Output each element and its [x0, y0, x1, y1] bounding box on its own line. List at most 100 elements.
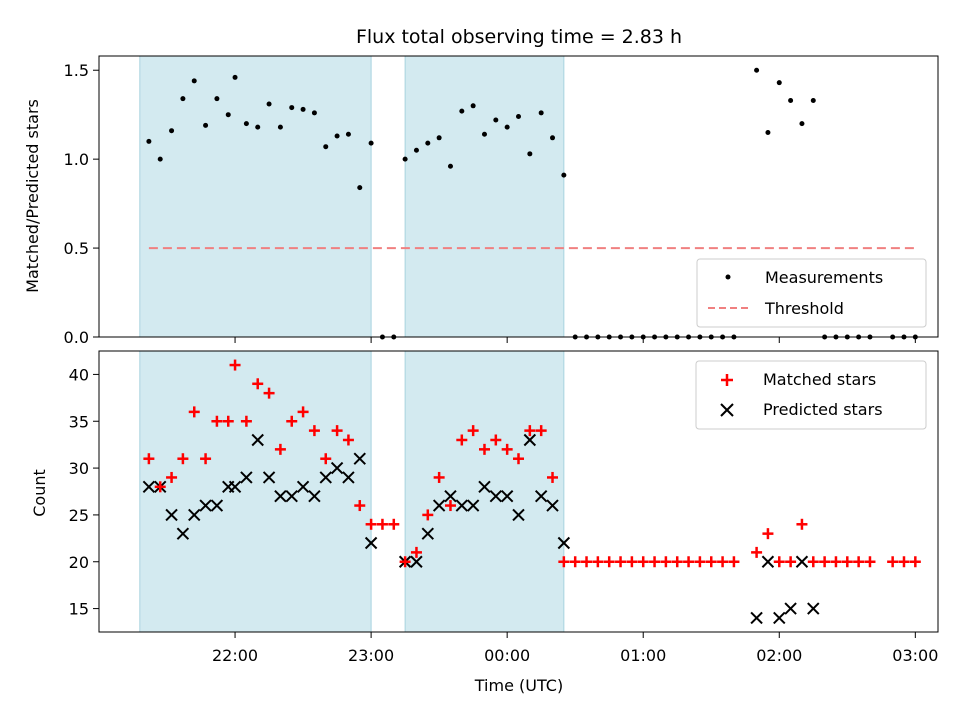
bottom-y-tick-label: 25 — [69, 506, 89, 525]
matched-stars-point — [200, 453, 212, 465]
top-shaded-regions — [139, 55, 565, 338]
matched-stars-point — [331, 425, 343, 437]
predicted-stars-point — [478, 480, 491, 494]
matched-stars-point — [728, 556, 740, 568]
measurement-point — [799, 121, 805, 127]
matched-stars-point — [898, 556, 910, 568]
top-axes-frame — [98, 55, 939, 338]
matched-stars-point — [603, 556, 615, 568]
predicted-stars-point — [410, 555, 423, 568]
bottom-legend: Matched stars Predicted stars — [695, 360, 927, 430]
matched-stars-point — [478, 443, 490, 455]
matched-stars-point — [143, 453, 155, 465]
matched-stars-point — [649, 556, 661, 568]
x-tick-label: 01:00 — [620, 646, 666, 665]
predicted-stars-point — [444, 489, 457, 503]
predicted-stars-point — [188, 508, 201, 522]
matched-stars-point — [819, 556, 831, 568]
matched-stars-point — [694, 556, 706, 568]
measurement-point — [243, 121, 249, 127]
top-panel: 0.0 0.5 1.0 1.5 Matched/Predicted stars Mea… — [23, 55, 939, 347]
predicted-stars-point — [199, 499, 212, 512]
measurement-point — [504, 124, 510, 130]
predicted-stars-point — [784, 602, 797, 615]
matched-stars-point — [456, 434, 468, 446]
measurement-point — [180, 96, 186, 102]
measurement-point — [436, 135, 442, 141]
predicted-stars-point — [296, 480, 310, 494]
measurement-point — [225, 112, 231, 118]
predicted-stars-point — [251, 433, 264, 447]
matched-stars-point — [535, 425, 547, 437]
predicted-stars-point — [466, 499, 480, 512]
measurement-point — [368, 140, 374, 146]
predicted-stars-point — [319, 471, 332, 484]
predicted-stars-point — [308, 489, 321, 503]
matched-stars-point — [388, 518, 400, 530]
measurement-point — [300, 106, 306, 112]
measurement-point — [232, 74, 238, 80]
predicted-stars-point — [546, 499, 559, 512]
legend-predicted-label: Predicted stars — [763, 400, 883, 419]
matched-stars-point — [342, 434, 354, 446]
top-y-tick-label: 1.5 — [64, 61, 89, 80]
measurement-point — [470, 103, 476, 109]
predicted-stars-point — [489, 489, 503, 503]
matched-stars-point — [558, 556, 570, 568]
matched-stars-point — [569, 556, 581, 568]
predicted-stars-point — [210, 499, 224, 512]
measurement-point — [402, 156, 408, 162]
matched-stars-point — [524, 425, 536, 437]
x-tick-label: 02:00 — [756, 646, 802, 665]
matched-stars-point — [229, 359, 241, 371]
measurement-point — [157, 156, 163, 162]
matched-stars-point — [297, 406, 309, 418]
bottom-panel: 15 20 25 30 35 40 22:00 23:00 00:00 01:00 02:00 03… — [30, 350, 939, 695]
predicted-stars-point — [512, 508, 525, 522]
matched-stars-point — [751, 546, 763, 558]
predicted-stars-point — [455, 499, 469, 512]
x-axis-label: Time (UTC) — [474, 676, 563, 695]
bottom-y-tick-label: 35 — [69, 412, 89, 431]
matched-stars-point — [705, 556, 717, 568]
matched-stars-point — [490, 434, 502, 446]
bottom-y-tick-label: 30 — [69, 459, 89, 478]
matched-stars-point — [399, 556, 411, 568]
measurement-point — [345, 131, 351, 137]
matched-stars-point — [365, 518, 377, 530]
top-y-tick-label: 0.0 — [64, 328, 89, 347]
matched-stars-point — [887, 556, 899, 568]
matched-stars-point — [683, 556, 695, 568]
matched-stars-point — [211, 415, 223, 427]
bottom-x-ticks: 22:00 23:00 00:00 01:00 02:00 03:00 — [212, 632, 938, 665]
measurement-point — [214, 96, 220, 102]
matched-stars-point — [626, 556, 638, 568]
matched-stars-point — [263, 387, 275, 399]
measurement-point — [810, 97, 816, 103]
matched-stars-point — [286, 415, 298, 427]
matched-stars-point — [807, 556, 819, 568]
observing-window-shade — [139, 350, 372, 633]
predicted-stars-point — [228, 480, 242, 494]
matched-stars-point — [240, 415, 252, 427]
bottom-legend-box — [695, 360, 927, 430]
legend-matched-marker — [721, 374, 733, 386]
predicted-stars-point — [557, 536, 571, 550]
bottom-y-tick-label: 40 — [69, 365, 89, 384]
matched-stars-point — [154, 481, 166, 493]
matched-stars-point — [188, 406, 200, 418]
predicted-stars-point — [795, 555, 809, 568]
measurement-point — [447, 163, 453, 169]
x-tick-label: 03:00 — [892, 646, 938, 665]
predicted-stars-point — [285, 489, 298, 503]
measurement-point — [266, 101, 272, 107]
observing-window-shade — [404, 55, 565, 338]
x-tick-label: 00:00 — [484, 646, 530, 665]
measurement-point — [550, 135, 556, 141]
predicted-stars-point — [165, 508, 178, 522]
matched-stars-point — [830, 556, 842, 568]
top-y-tick-label: 1.0 — [64, 150, 89, 169]
predicted-stars-point — [761, 555, 775, 568]
matched-stars-point — [773, 556, 785, 568]
predicted-stars-point — [342, 471, 355, 484]
